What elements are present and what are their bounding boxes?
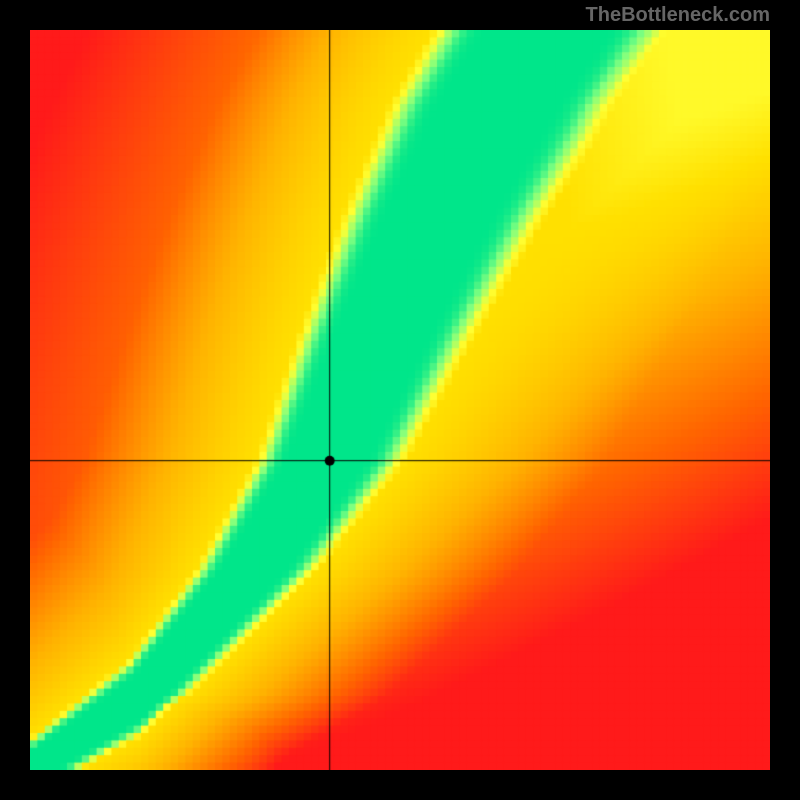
chart-container: TheBottleneck.com [0, 0, 800, 800]
watermark-text: TheBottleneck.com [586, 4, 770, 27]
plot-area [30, 30, 770, 770]
heatmap-canvas [30, 30, 770, 770]
